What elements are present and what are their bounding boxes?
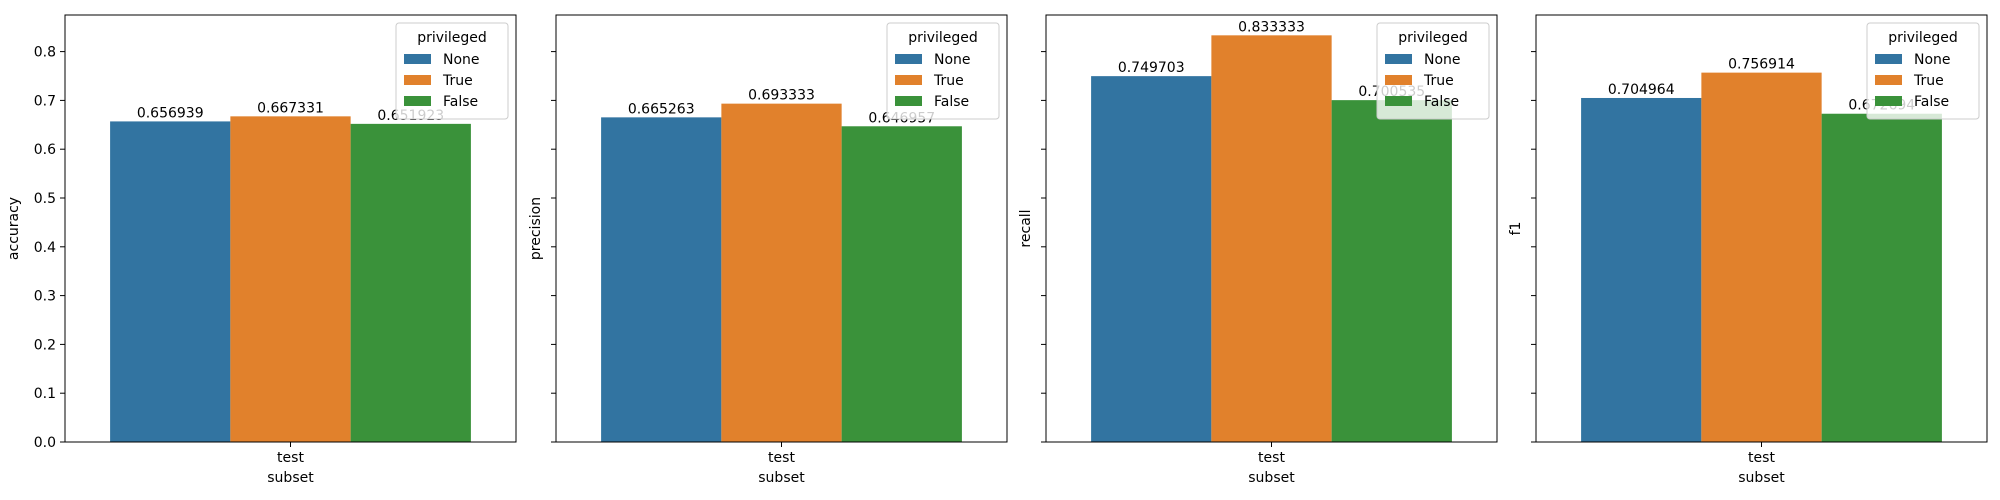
y-tick-label: 0.1	[34, 386, 56, 402]
x-tick-label: test	[1258, 450, 1285, 466]
legend-swatch-true	[1875, 75, 1902, 85]
y-tick-label: 0.4	[34, 240, 56, 256]
y-axis-label: precision	[528, 197, 544, 260]
chart-panel-accuracy: 0.6569390.6673310.6519230.00.10.20.30.40…	[6, 14, 517, 486]
x-axis-label: subset	[1738, 470, 1785, 486]
y-axis-label: accuracy	[6, 197, 22, 260]
legend-label: True	[442, 73, 473, 89]
y-tick-label: 0.2	[34, 337, 56, 353]
y-tick-label: 0.8	[34, 45, 56, 61]
x-tick-label: test	[768, 450, 795, 466]
y-axis-label: f1	[1508, 222, 1524, 236]
bar-true	[721, 103, 842, 443]
bar-true	[1211, 35, 1332, 442]
bar-none	[110, 121, 231, 442]
legend-swatch-false	[1385, 96, 1412, 106]
chart-panel-recall: 0.7497030.8333330.700535testsubsetrecall…	[1018, 14, 1498, 486]
y-axis-label: recall	[1018, 209, 1034, 247]
legend-label: None	[1914, 52, 1951, 68]
y-tick-label: 0.0	[34, 435, 56, 451]
legend-box	[395, 22, 509, 120]
legend-swatch-none	[1875, 54, 1902, 64]
x-axis-label: subset	[758, 470, 805, 486]
y-tick-label: 0.5	[34, 191, 56, 207]
legend-title: privileged	[908, 30, 978, 46]
x-axis-label: subset	[1248, 470, 1295, 486]
legend: privileged None True False	[1376, 22, 1490, 120]
legend-title: privileged	[1398, 30, 1468, 46]
legend-label: None	[1424, 52, 1461, 68]
chart-panel-precision: 0.6652630.6933330.646957testsubsetprecis…	[528, 14, 1008, 486]
legend: privileged None True False	[395, 22, 509, 120]
legend-box	[1866, 22, 1980, 120]
y-tick-label: 0.7	[34, 93, 56, 109]
legend-swatch-true	[1385, 75, 1412, 85]
bar-false	[841, 126, 962, 442]
legend-label: True	[1913, 73, 1944, 89]
legend-label: True	[1423, 73, 1454, 89]
bar-none	[601, 117, 722, 442]
bar-value-label: 0.749703	[1118, 60, 1185, 76]
bar-value-label: 0.693333	[748, 88, 815, 104]
bar-value-label: 0.665263	[628, 101, 695, 117]
bar-value-label: 0.704964	[1608, 82, 1675, 98]
legend-label: False	[934, 94, 969, 110]
legend-label: False	[1914, 94, 1949, 110]
bar-false	[1821, 113, 1942, 442]
legend-title: privileged	[1888, 30, 1958, 46]
bar-value-label: 0.667331	[257, 100, 324, 116]
legend-swatch-none	[1385, 54, 1412, 64]
x-tick-label: test	[277, 450, 304, 466]
legend-swatch-false	[404, 96, 431, 106]
bar-value-label: 0.656939	[137, 105, 204, 121]
chart-panel-f1: 0.7049640.7569140.672694testsubsetf1priv…	[1508, 14, 1988, 486]
bar-false	[350, 123, 471, 443]
bar-none	[1091, 76, 1212, 442]
x-tick-label: test	[1748, 450, 1775, 466]
bar-value-label: 0.833333	[1238, 19, 1305, 35]
legend-label: None	[443, 52, 480, 68]
legend: privileged None True False	[886, 22, 1000, 120]
x-axis-label: subset	[267, 470, 314, 486]
legend-label: None	[934, 52, 971, 68]
bar-true	[230, 116, 351, 442]
legend-swatch-none	[895, 54, 922, 64]
legend-swatch-true	[895, 75, 922, 85]
y-tick-label: 0.6	[34, 142, 56, 158]
legend-title: privileged	[417, 30, 487, 46]
legend-label: False	[443, 94, 478, 110]
legend-label: False	[1424, 94, 1459, 110]
bar-false	[1331, 100, 1452, 442]
legend-swatch-true	[404, 75, 431, 85]
legend-swatch-false	[895, 96, 922, 106]
y-tick-label: 0.3	[34, 289, 56, 305]
legend-label: True	[933, 73, 964, 89]
bar-none	[1581, 97, 1702, 442]
legend: privileged None True False	[1866, 22, 1980, 120]
legend-swatch-false	[1875, 96, 1902, 106]
bar-true	[1701, 72, 1822, 442]
legend-box	[886, 22, 1000, 120]
legend-box	[1376, 22, 1490, 120]
bar-value-label: 0.756914	[1728, 57, 1795, 73]
legend-swatch-none	[404, 54, 431, 64]
